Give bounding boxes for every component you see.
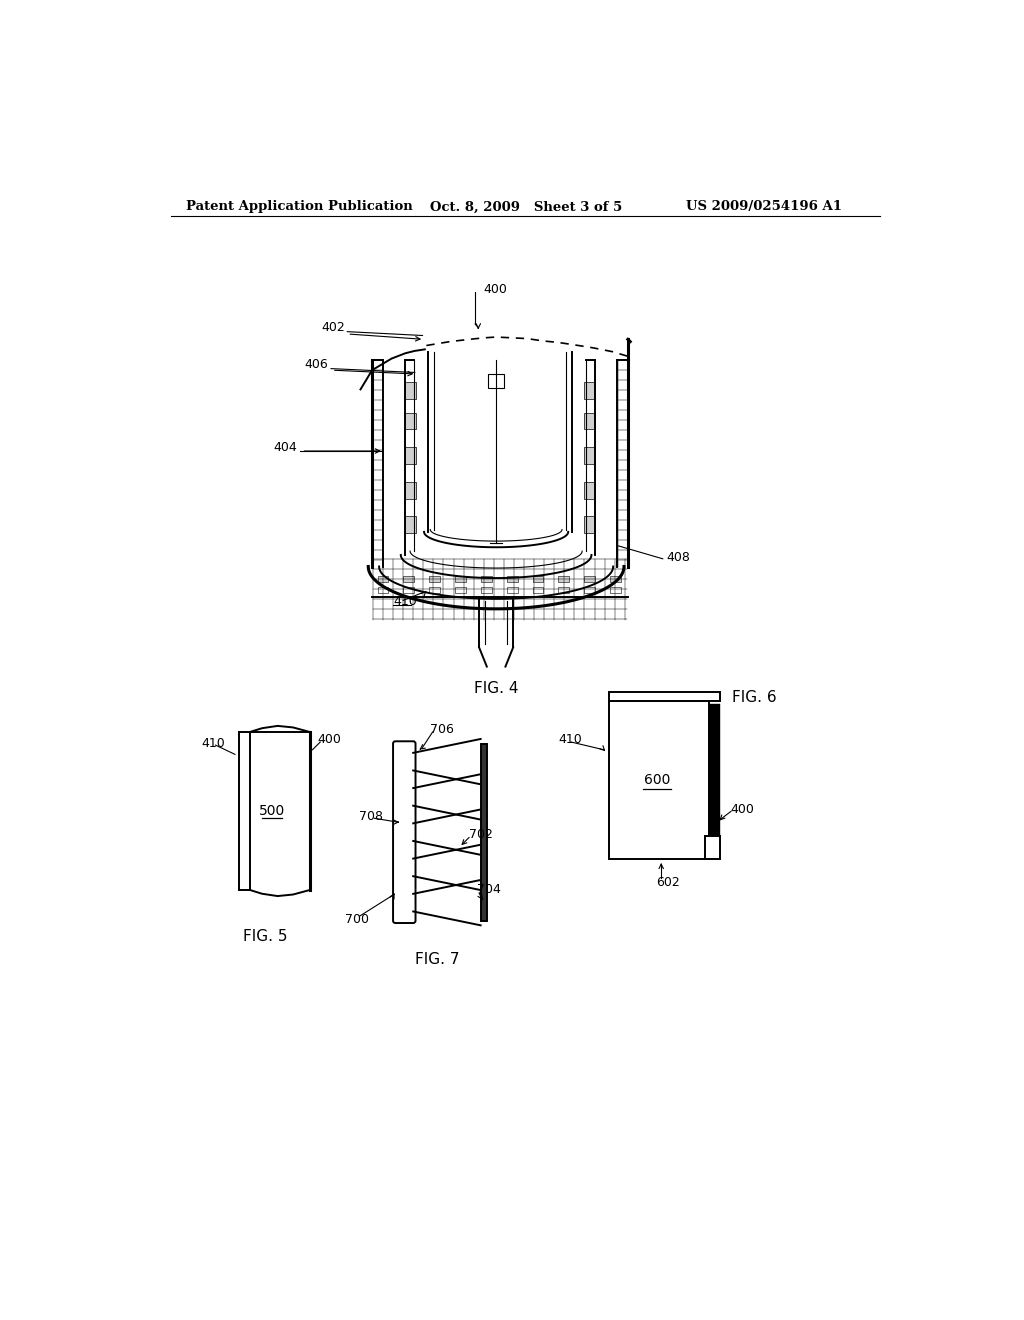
Bar: [480, 743, 486, 921]
Text: Patent Application Publication: Patent Application Publication: [186, 201, 413, 214]
Bar: [584, 381, 595, 399]
Bar: [584, 447, 595, 465]
Bar: [406, 482, 417, 499]
Bar: [455, 587, 466, 593]
Text: FIG. 7: FIG. 7: [415, 952, 459, 966]
Text: 410: 410: [202, 737, 225, 750]
Bar: [532, 587, 544, 593]
Bar: [406, 412, 417, 429]
Bar: [403, 587, 415, 593]
Text: FIG. 4: FIG. 4: [474, 681, 518, 696]
Bar: [558, 576, 569, 582]
Text: 400: 400: [730, 803, 754, 816]
Bar: [481, 587, 492, 593]
Bar: [608, 701, 710, 859]
Text: 404: 404: [273, 441, 297, 454]
Bar: [507, 587, 517, 593]
Bar: [507, 576, 517, 582]
Bar: [610, 587, 621, 593]
Bar: [406, 516, 417, 533]
Bar: [710, 704, 720, 855]
Text: Oct. 8, 2009   Sheet 3 of 5: Oct. 8, 2009 Sheet 3 of 5: [430, 201, 623, 214]
Text: 402: 402: [322, 321, 345, 334]
Text: FIG. 5: FIG. 5: [243, 928, 287, 944]
Bar: [406, 381, 417, 399]
Bar: [378, 587, 388, 593]
Text: 408: 408: [667, 550, 690, 564]
Bar: [585, 576, 595, 582]
Text: 406: 406: [305, 358, 329, 371]
Text: 410: 410: [558, 733, 582, 746]
Bar: [429, 587, 440, 593]
Bar: [406, 447, 417, 465]
Text: US 2009/0254196 A1: US 2009/0254196 A1: [686, 201, 842, 214]
Bar: [608, 692, 720, 701]
Bar: [488, 374, 504, 388]
Bar: [584, 516, 595, 533]
Bar: [481, 576, 492, 582]
Text: 400: 400: [317, 733, 342, 746]
Text: FIG. 6: FIG. 6: [732, 690, 777, 705]
Bar: [705, 836, 720, 859]
Bar: [558, 587, 569, 593]
Text: 410: 410: [393, 595, 417, 609]
Text: 600: 600: [644, 772, 671, 787]
FancyBboxPatch shape: [393, 742, 416, 923]
Bar: [532, 576, 544, 582]
Bar: [455, 576, 466, 582]
Text: 702: 702: [469, 828, 493, 841]
Text: 400: 400: [483, 282, 507, 296]
Bar: [584, 412, 595, 429]
Text: 602: 602: [656, 875, 680, 888]
Text: 700: 700: [345, 912, 369, 925]
Bar: [585, 587, 595, 593]
Bar: [378, 576, 388, 582]
Bar: [610, 576, 621, 582]
Text: 704: 704: [477, 883, 501, 896]
Text: 500: 500: [259, 804, 286, 817]
Text: 706: 706: [430, 723, 454, 737]
Bar: [403, 576, 415, 582]
Bar: [429, 576, 440, 582]
Bar: [584, 482, 595, 499]
Text: 708: 708: [359, 810, 383, 824]
